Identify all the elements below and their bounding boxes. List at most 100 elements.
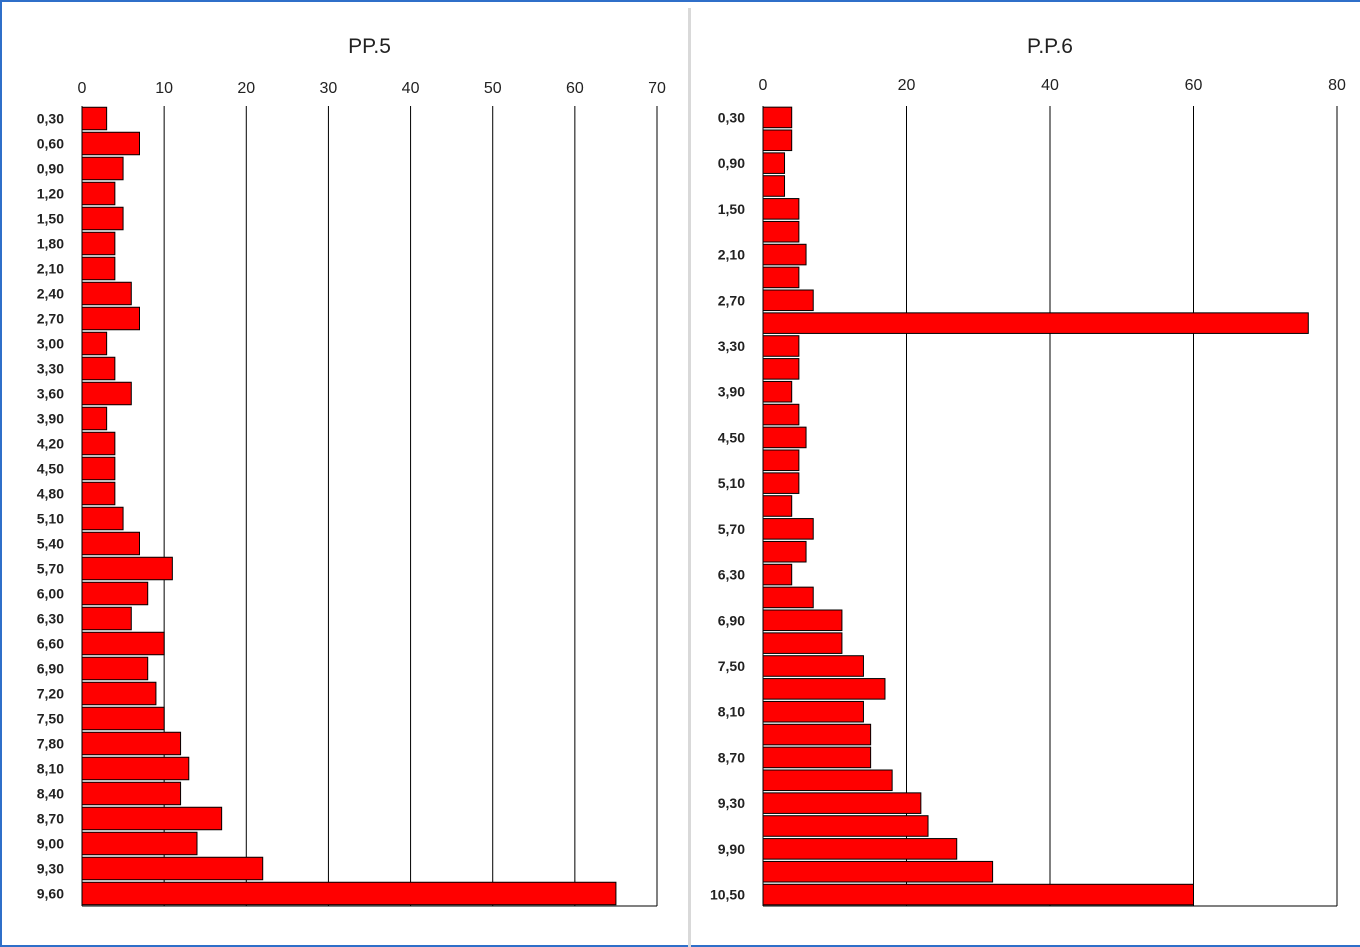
bar [762,380,793,403]
category-label: 6,00 [37,586,64,602]
bar [762,472,800,494]
bar [762,769,893,792]
bar [762,632,843,654]
x-tick-label: 40 [1041,77,1059,94]
category-label: 5,10 [718,475,745,491]
bar [762,243,807,266]
x-tick-label: 60 [1185,77,1203,94]
category-label: 0,90 [718,155,745,171]
bar [81,406,108,431]
bar [81,631,165,656]
category-label: 3,00 [37,336,64,352]
bar [81,731,182,756]
bar [762,723,872,746]
bar [81,281,132,306]
bar [81,881,617,906]
bar [81,331,108,356]
bar [81,781,182,806]
category-label: 8,10 [37,761,64,777]
category-label: 4,20 [37,436,64,452]
bar [762,860,994,883]
x-tick-label: 20 [237,80,255,97]
category-label: 2,10 [37,261,64,277]
bar [762,403,800,426]
bar [81,756,190,781]
bar [762,358,800,380]
bar [81,181,116,206]
x-tick-label: 70 [648,80,666,97]
category-label: 4,80 [37,486,64,502]
bar [81,231,116,256]
bar [81,706,165,731]
bar [762,426,807,449]
bar [762,540,807,563]
bar [81,831,198,856]
category-label: 4,50 [37,461,64,477]
category-label: 3,30 [718,338,745,354]
category-label: 6,30 [37,611,64,627]
bar [81,606,132,631]
category-label: 9,60 [37,886,64,902]
bar [81,431,116,456]
bar [762,678,886,700]
x-tick-label: 60 [566,80,584,97]
x-tick-label: 50 [484,80,502,97]
category-label: 6,30 [718,567,745,583]
category-label: 7,50 [37,711,64,727]
bar [762,883,1194,906]
category-label: 5,70 [718,521,745,537]
category-label: 1,50 [718,201,745,217]
bar [81,556,173,581]
category-label: 5,10 [37,511,64,527]
bar [762,586,814,609]
category-label: 6,90 [718,612,745,628]
bar [762,495,793,517]
category-label: 1,80 [37,236,64,252]
bar [762,129,793,152]
category-label: 3,60 [37,386,64,402]
category-label: 6,60 [37,636,64,652]
category-label: 2,10 [718,247,745,263]
bar [81,106,108,131]
x-tick-label: 0 [759,77,768,94]
bar [762,106,793,129]
bar [762,655,864,677]
category-label: 2,40 [37,286,64,302]
category-label: 1,50 [37,211,64,227]
bar [81,856,264,881]
category-label: 4,50 [718,429,745,445]
bar [762,152,786,174]
x-tick-label: 10 [155,80,173,97]
x-tick-label: 20 [898,77,916,94]
bar [762,518,814,540]
chart-title: P.P.6 [1027,35,1073,58]
bar [81,156,124,181]
x-tick-label: 40 [402,80,420,97]
x-tick-label: 80 [1328,77,1346,94]
category-label: 5,40 [37,536,64,552]
category-label: 8,10 [718,704,745,720]
bar [762,609,843,632]
category-label: 5,70 [37,561,64,577]
bar [81,256,116,281]
bar [81,456,116,481]
category-label: 8,70 [718,749,745,765]
bar [762,815,929,837]
category-label: 9,30 [718,795,745,811]
bar [762,312,1309,334]
category-label: 8,70 [37,811,64,827]
category-label: 8,40 [37,786,64,802]
chart-panel-pp5: PP.5 0 10 20 30 40 50 60 70 0,30 0,60 0,90 1,20 1,50 1… [6,8,689,943]
bar [81,581,149,606]
bar [762,449,800,472]
category-label: 2,70 [718,292,745,308]
category-label: 7,20 [37,686,64,702]
bar [762,220,800,243]
bar [762,175,786,197]
category-label: 7,50 [718,658,745,674]
category-label: 0,30 [37,111,64,127]
bar [762,289,814,312]
bar-chart-pp5: PP.5 0 10 20 30 40 50 60 70 0,30 0,60 0,90 1,20 1,50 1… [37,35,666,907]
bar [762,335,800,357]
bar [81,381,132,406]
